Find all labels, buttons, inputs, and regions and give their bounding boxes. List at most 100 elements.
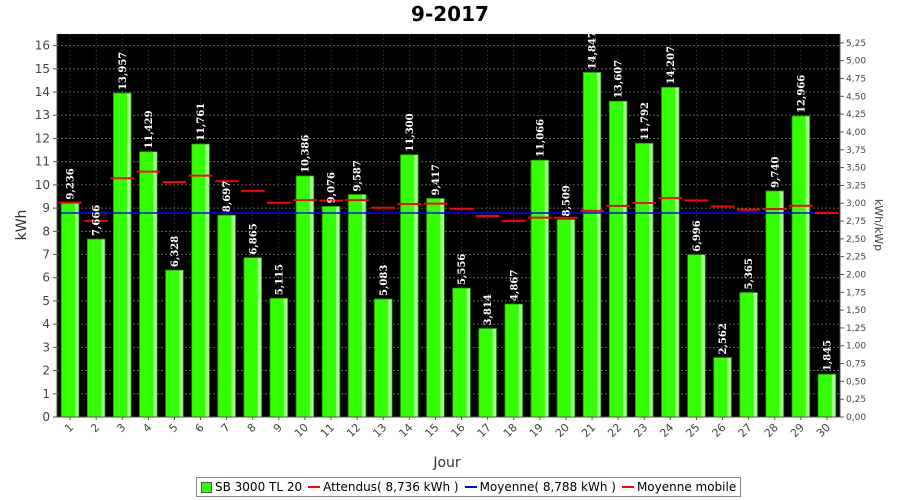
x-tick-label: 15 xyxy=(422,421,441,440)
y2-tick-label: 2,00 xyxy=(846,270,866,280)
data-label: 11,761 xyxy=(196,103,207,141)
x-tick-label: 23 xyxy=(631,421,650,440)
bar xyxy=(426,198,445,417)
x-tick-label: 8 xyxy=(245,421,259,435)
data-label: 9,587 xyxy=(353,160,364,191)
legend: SB 3000 TL 20 Attendus( 8,736 kWh ) Moye… xyxy=(196,477,742,497)
x-tick-label: 26 xyxy=(710,421,729,440)
x-tick-label: 17 xyxy=(475,421,494,440)
bars xyxy=(60,71,837,418)
y-axis-label: kWh xyxy=(14,210,30,241)
bar xyxy=(139,151,158,417)
data-label: 6,865 xyxy=(248,223,259,254)
bar xyxy=(791,116,810,417)
data-label: 5,115 xyxy=(274,264,285,295)
y-tick-label: 7 xyxy=(42,248,50,262)
y-tick-label: 8 xyxy=(42,224,50,238)
data-label: 9,076 xyxy=(327,172,338,203)
bar-highlight xyxy=(492,328,497,417)
legend-item-expected: Attendus( 8,736 kWh ) xyxy=(308,480,459,494)
x-tick-label: 2 xyxy=(88,421,102,435)
bar xyxy=(687,254,706,417)
y2-tick-label: 1,00 xyxy=(846,342,866,352)
data-label: 14,847 xyxy=(588,31,599,69)
x-tick-label: 12 xyxy=(344,421,363,440)
x-tick-label: 11 xyxy=(318,421,337,440)
data-labels: 9,236 7,666 13,957 11,429 6,328 11,761 8,697 6,… xyxy=(66,31,834,371)
data-label: 4,867 xyxy=(509,270,520,301)
y2-tick-label: 5,00 xyxy=(846,57,866,67)
y2-tick-label: 4,00 xyxy=(846,128,866,138)
data-label: 3,814 xyxy=(483,294,494,325)
data-label: 9,236 xyxy=(66,168,77,199)
bar xyxy=(348,194,367,417)
bar xyxy=(165,270,184,417)
bar xyxy=(61,202,79,417)
bar xyxy=(400,154,419,417)
legend-item-average: Moyenne( 8,788 kWh ) xyxy=(464,480,616,494)
x-tick-label: 19 xyxy=(527,421,546,440)
y-tick-label: 14 xyxy=(35,85,50,99)
x-tick-label: 18 xyxy=(501,421,520,440)
y2-tick-label: 3,50 xyxy=(846,164,866,174)
y2-tick-label: 0,00 xyxy=(846,413,866,423)
y-tick-label: 13 xyxy=(35,108,50,122)
data-label: 11,300 xyxy=(405,113,416,151)
data-label: 10,386 xyxy=(300,135,311,173)
x-tick-label: 3 xyxy=(114,421,128,435)
bar-highlight xyxy=(570,219,575,417)
x-tick-label: 10 xyxy=(292,421,311,440)
bar-highlight xyxy=(831,374,836,417)
y2-tick-label: 1,75 xyxy=(846,288,866,298)
bar xyxy=(504,304,523,417)
x-tick-label: 13 xyxy=(370,421,389,440)
y-tick-label: 3 xyxy=(42,340,50,354)
data-label: 9,740 xyxy=(770,157,781,188)
x-tick-label: 28 xyxy=(762,421,781,440)
x-tick-label: 27 xyxy=(736,421,755,440)
y2-tick-label: 0,25 xyxy=(846,395,866,405)
x-tick-label: 4 xyxy=(140,421,154,435)
legend-label-average: Moyenne( 8,788 kWh ) xyxy=(479,480,616,494)
y-tick-label: 16 xyxy=(35,39,50,53)
bar-highlight xyxy=(362,194,367,417)
bar-highlight xyxy=(179,270,184,417)
data-label: 9,417 xyxy=(431,164,442,195)
legend-label-moving-average: Moyenne mobile xyxy=(636,480,737,494)
bar xyxy=(661,87,680,417)
bar xyxy=(322,206,340,417)
bar xyxy=(374,299,393,417)
y2-tick-label: 3,00 xyxy=(846,199,866,209)
x-tick-label: 9 xyxy=(271,421,285,435)
y-tick-label: 11 xyxy=(35,155,50,169)
y-tick-label: 2 xyxy=(42,364,50,378)
bar-highlight xyxy=(701,254,706,417)
data-label: 13,607 xyxy=(614,60,625,98)
y-tick-label: 0 xyxy=(42,410,50,424)
bar-highlight xyxy=(414,154,419,417)
data-label: 8,509 xyxy=(561,185,572,216)
bar xyxy=(87,239,106,417)
bar xyxy=(452,288,471,417)
bar xyxy=(557,219,575,417)
bar-highlight xyxy=(205,144,210,417)
data-label: 14,207 xyxy=(666,46,677,84)
x-tick-label: 1 xyxy=(62,421,76,435)
bar-highlight xyxy=(153,151,158,417)
data-label: 5,083 xyxy=(379,265,390,296)
bar-highlight xyxy=(335,206,340,417)
bar xyxy=(635,143,654,418)
legend-swatch-moving-average xyxy=(621,486,634,488)
bar-highlight xyxy=(309,175,314,417)
bar-highlight xyxy=(649,143,654,418)
data-label: 5,556 xyxy=(457,254,468,285)
data-label: 6,996 xyxy=(692,220,703,251)
y-tick-label: 1 xyxy=(42,387,50,401)
bar-highlight xyxy=(257,257,262,417)
bar xyxy=(739,292,758,417)
y2-tick-label: 2,50 xyxy=(846,235,866,245)
grid xyxy=(57,34,840,417)
bar-highlight xyxy=(596,72,601,418)
y2-tick-label: 5,25 xyxy=(846,39,866,49)
axes: 0123456789101112131415160,000,250,500,75… xyxy=(35,34,866,440)
